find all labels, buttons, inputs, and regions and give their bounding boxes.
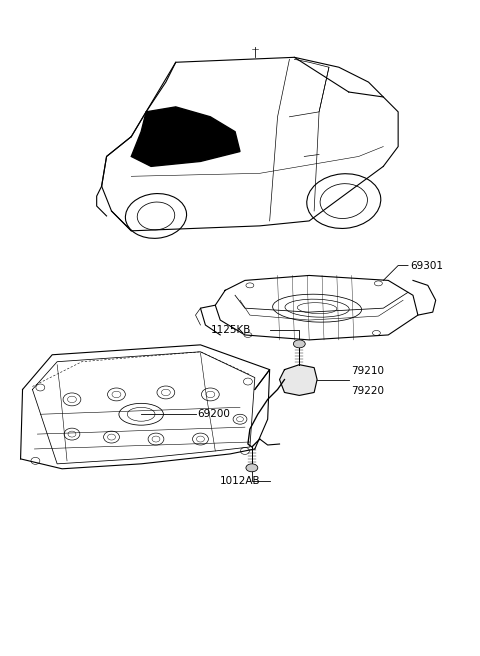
Text: 69301: 69301 bbox=[410, 260, 443, 270]
Text: 79220: 79220 bbox=[351, 386, 384, 396]
Text: 69200: 69200 bbox=[197, 409, 230, 419]
Text: 79210: 79210 bbox=[351, 365, 384, 376]
Polygon shape bbox=[131, 107, 240, 167]
Ellipse shape bbox=[246, 464, 258, 472]
Polygon shape bbox=[279, 365, 317, 396]
Text: 1012AB: 1012AB bbox=[220, 476, 261, 485]
Ellipse shape bbox=[293, 340, 305, 348]
Text: 1125KB: 1125KB bbox=[210, 325, 251, 335]
